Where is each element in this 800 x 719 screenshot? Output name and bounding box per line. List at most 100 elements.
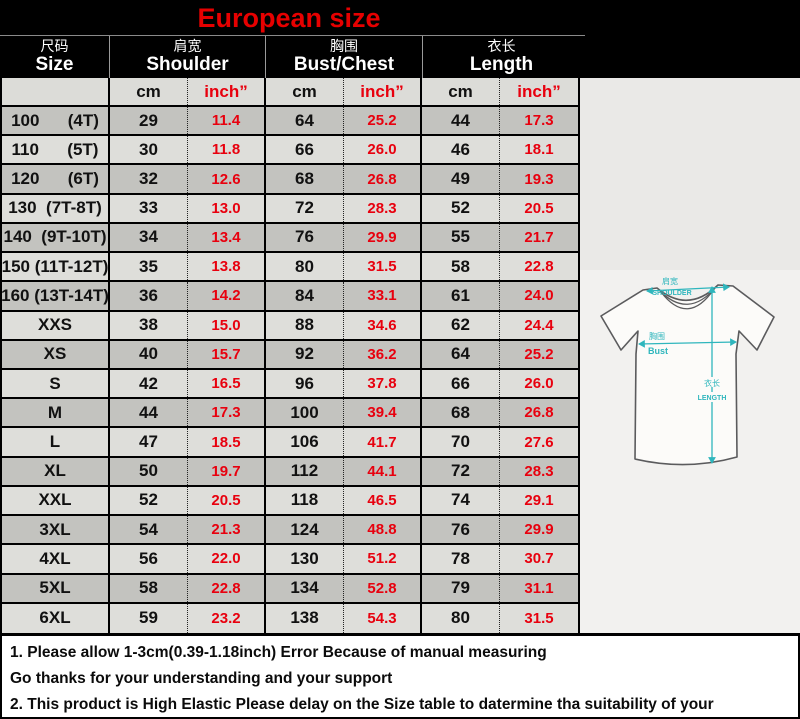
- inch-value-cell: 17.3: [524, 112, 554, 130]
- inch-value-cell: 26.8: [344, 165, 422, 193]
- inch-value-cell: 31.1: [524, 579, 554, 597]
- column-header-length: 衣长 Length: [423, 36, 580, 78]
- cm-value-cell: 80: [266, 253, 344, 281]
- inch-value-cell: 36.2: [344, 340, 422, 368]
- inch-value-cell: 41.7: [344, 428, 422, 456]
- inch-value-cell: 24.0: [524, 287, 554, 305]
- inch-value-cell: 52.8: [344, 574, 422, 602]
- unit-cell-inch: inch”: [344, 78, 422, 105]
- cm-value-cell: 56: [110, 545, 188, 573]
- inch-value-cell: 26.0: [344, 136, 422, 164]
- inch-value-cell: 34.6: [344, 311, 422, 339]
- cm-value-cell: 30: [110, 136, 188, 164]
- cm-value-cell: 40: [110, 340, 188, 368]
- size-table-rows: 100 (4T) 29 11.4 64 25.2 44 17.3 110 (5T) 30 11.8…: [0, 107, 580, 633]
- notes-footer: 1. Please allow 1-3cm(0.39-1.18inch) Err…: [0, 633, 800, 719]
- cm-value-cell: 70: [422, 428, 500, 456]
- length-label-en: LENGTH: [698, 395, 727, 402]
- cm-value-cell: 106: [266, 428, 344, 456]
- size-cell: 5XL: [2, 574, 110, 602]
- size-cell: S: [2, 369, 110, 398]
- column-header-bust-zh: 胸围: [330, 38, 358, 54]
- inch-value-cell: 24.4: [524, 316, 554, 334]
- inch-value-cell: 46.5: [344, 486, 422, 515]
- bust-measure-line: [638, 338, 737, 348]
- note-line: Go thanks for your understanding and you…: [10, 670, 393, 687]
- table-row: L 47 18.5 106 41.7 70 27.6: [2, 428, 578, 458]
- column-header-shoulder-en: Shoulder: [146, 54, 229, 75]
- size-cell: L: [2, 428, 110, 456]
- table-row: XXL 52 20.5 118 46.5 74 29.1: [2, 486, 578, 517]
- table-column-headers: 尺码 Size 肩宽 Shoulder 胸围 Bust/Chest 衣长 Len…: [0, 36, 580, 78]
- cm-value-cell: 33: [110, 194, 188, 222]
- inch-value-cell: 20.5: [524, 199, 554, 217]
- cm-value-cell: 66: [266, 136, 344, 164]
- cm-value-cell: 80: [422, 603, 500, 633]
- cm-value-cell: 49: [422, 165, 500, 193]
- cm-value-cell: 134: [266, 574, 344, 602]
- cm-value-cell: 138: [266, 603, 344, 633]
- inch-value-cell: 25.2: [344, 107, 422, 135]
- size-cell: 4XL: [2, 545, 110, 573]
- inch-value-cell: 39.4: [344, 399, 422, 427]
- inch-value-cell: 28.3: [524, 462, 554, 480]
- inch-value-cell: 26.8: [524, 404, 554, 422]
- cm-value-cell: 64: [422, 340, 500, 368]
- cm-value-cell: 38: [110, 311, 188, 339]
- inch-value-cell: 13.0: [188, 194, 266, 222]
- cm-value-cell: 34: [110, 223, 188, 252]
- cm-value-cell: 130: [266, 545, 344, 573]
- cm-value-cell: 78: [422, 545, 500, 573]
- cm-value-cell: 52: [422, 194, 500, 222]
- unit-cell-cm: cm: [422, 78, 500, 105]
- size-cell: XL: [2, 457, 110, 485]
- table-row: 120 (6T) 32 12.6 68 26.8 49 19.3: [2, 165, 578, 195]
- bust-label-zh: 胸围: [649, 331, 665, 341]
- inch-value-cell: 11.8: [188, 136, 266, 164]
- column-header-bust-en: Bust/Chest: [293, 54, 395, 75]
- inch-value-cell: 11.4: [188, 107, 266, 135]
- cm-value-cell: 58: [422, 253, 500, 281]
- table-row: 150 (11T-12T) 35 13.8 80 31.5 58 22.8: [2, 253, 578, 283]
- column-header-size: 尺码 Size: [0, 36, 110, 78]
- note-line: 1. Please allow 1-3cm(0.39-1.18inch) Err…: [10, 644, 547, 661]
- inch-value-cell: 13.4: [188, 223, 266, 252]
- cm-value-cell: 58: [110, 574, 188, 602]
- column-header-size-en: Size: [35, 54, 74, 75]
- cm-value-cell: 68: [422, 399, 500, 427]
- cm-value-cell: 64: [266, 107, 344, 135]
- inch-value-cell: 22.0: [188, 545, 266, 573]
- cm-value-cell: 79: [422, 574, 500, 602]
- cm-value-cell: 112: [266, 457, 344, 485]
- cm-value-cell: 68: [266, 165, 344, 193]
- table-row: 5XL 58 22.8 134 52.8 79 31.1: [2, 574, 578, 604]
- inch-value-cell: 33.1: [344, 282, 422, 310]
- column-header-length-en: Length: [469, 54, 534, 75]
- inch-value-cell: 21.3: [188, 516, 266, 544]
- cm-value-cell: 59: [110, 603, 188, 633]
- shoulder-label-en: SHOULDER: [652, 290, 691, 297]
- cm-value-cell: 76: [422, 516, 500, 544]
- inch-value-cell: 30.7: [524, 550, 554, 568]
- length-label-zh: 衣长: [704, 378, 720, 388]
- tshirt-measurement-diagram: 肩宽 SHOULDER 胸围 Bust 衣长 LENGTH: [600, 276, 775, 466]
- bust-label-en: Bust: [648, 346, 668, 356]
- table-unit-row: cm inch” cm inch” cm inch”: [0, 78, 580, 107]
- cm-value-cell: 118: [266, 486, 344, 515]
- inch-value-cell: 31.5: [344, 253, 422, 281]
- cm-value-cell: 46: [422, 136, 500, 164]
- unit-cell-cm: cm: [110, 78, 188, 105]
- table-row: 110 (5T) 30 11.8 66 26.0 46 18.1: [2, 136, 578, 166]
- cm-value-cell: 42: [110, 369, 188, 398]
- inch-value-cell: 26.0: [524, 375, 554, 393]
- size-cell: XXL: [2, 486, 110, 515]
- size-cell: 160 (13T-14T): [2, 282, 110, 310]
- size-cell: 130 (7T-8T): [2, 194, 110, 222]
- table-row: M 44 17.3 100 39.4 68 26.8: [2, 399, 578, 429]
- table-row: XL 50 19.7 112 44.1 72 28.3: [2, 457, 578, 487]
- inch-value-cell: 29.9: [344, 223, 422, 252]
- cm-value-cell: 35: [110, 253, 188, 281]
- table-row: 4XL 56 22.0 130 51.2 78 30.7: [2, 545, 578, 575]
- column-header-bust: 胸围 Bust/Chest: [266, 36, 423, 78]
- table-row: 140 (9T-10T) 34 13.4 76 29.9 55 21.7: [2, 223, 578, 254]
